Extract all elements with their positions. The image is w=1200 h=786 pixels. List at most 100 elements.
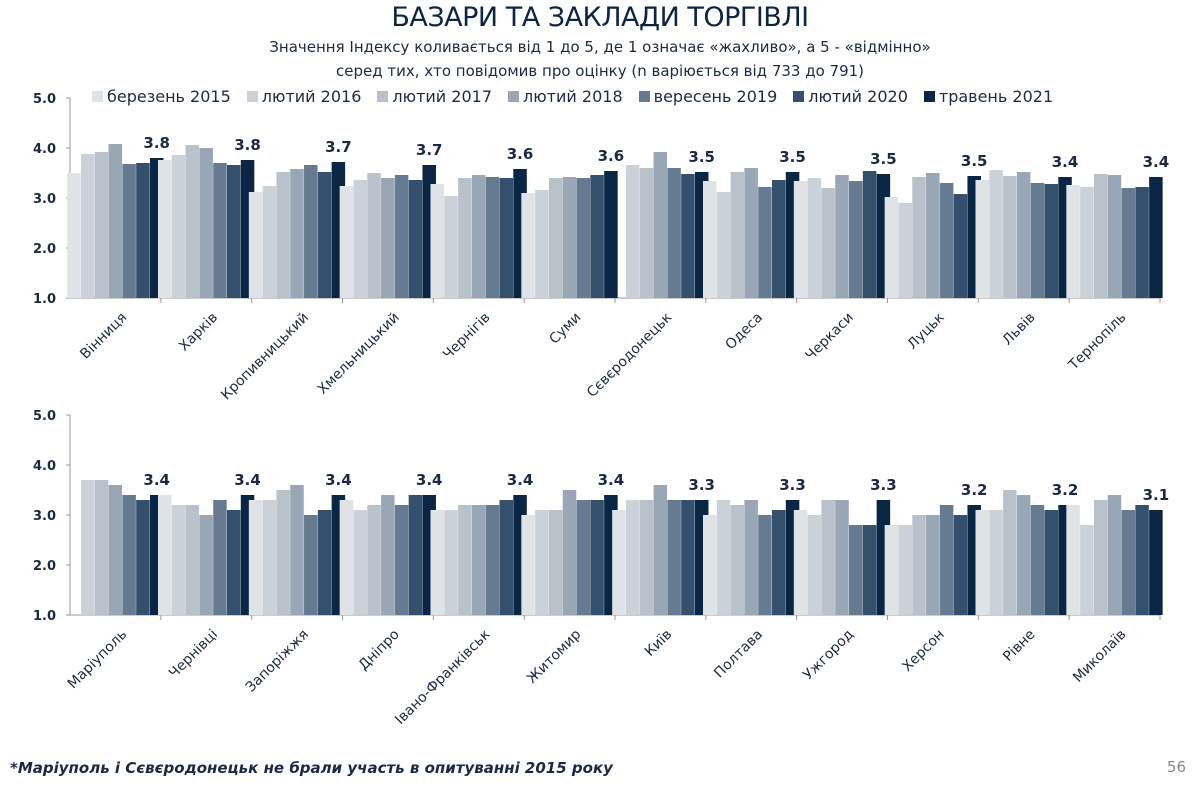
x-tick-label: Сєвєродонецьк: [584, 310, 675, 401]
bar: [1030, 505, 1045, 615]
bar: [535, 190, 549, 298]
bar: [639, 500, 654, 615]
x-tick-label: Львів: [1000, 310, 1039, 349]
bar: [171, 505, 186, 615]
subtitle-1: Значення Індексу коливається від 1 до 5,…: [269, 38, 931, 56]
bar: [1080, 187, 1094, 298]
bar: [367, 505, 381, 615]
bar: [807, 178, 822, 298]
bar: [317, 172, 332, 298]
bar: [471, 175, 486, 298]
bar: [185, 145, 200, 298]
bar: [1030, 183, 1045, 298]
x-tick-label: Харків: [176, 310, 221, 355]
bar: [248, 500, 263, 615]
bar: [758, 187, 772, 298]
bar: [381, 495, 395, 615]
bar: [1093, 500, 1108, 615]
bar: [898, 203, 912, 298]
bar: [625, 165, 640, 298]
bar: [94, 152, 109, 298]
data-label: 3.3: [688, 476, 715, 494]
bar: [772, 180, 786, 298]
data-label: 3.4: [416, 471, 443, 489]
data-label: 3.6: [507, 145, 534, 163]
bar: [1066, 505, 1080, 615]
bar: [758, 515, 772, 615]
legend-label: лютий 2018: [523, 87, 623, 106]
bar: [953, 194, 968, 298]
bar: [248, 192, 263, 298]
bar: [521, 193, 535, 298]
bar: [262, 500, 277, 615]
x-tick-label: Миколаїв: [1070, 627, 1129, 686]
legend-item: березень 2015: [92, 87, 231, 106]
bar: [444, 510, 458, 615]
bar: [1016, 172, 1031, 298]
legend-label: травень 2021: [938, 87, 1054, 106]
bar: [793, 181, 808, 298]
legend-label: лютий 2016: [261, 87, 362, 106]
data-label: 3.3: [870, 476, 897, 494]
bar: [849, 181, 863, 298]
bar: [590, 175, 604, 298]
bar: [171, 155, 186, 298]
bar: [430, 184, 444, 298]
legend-label: вересень 2019: [653, 87, 778, 106]
data-label: 3.4: [143, 471, 170, 489]
x-tick-label: Луцьк: [905, 310, 948, 353]
bar: [639, 168, 654, 298]
bar: [1121, 510, 1136, 615]
y-tick-label: 3.0: [33, 192, 56, 207]
bar: [458, 505, 472, 615]
y-tick-label: 2.0: [33, 242, 56, 257]
x-tick-label: Полтава: [711, 627, 766, 682]
bar: [953, 515, 968, 615]
data-label: 3.2: [1052, 481, 1079, 499]
data-label: 3.4: [1052, 153, 1079, 171]
bar: [926, 515, 940, 615]
bar: [1149, 510, 1163, 615]
bar: [744, 500, 758, 615]
bar: [339, 186, 354, 298]
bar: [339, 500, 354, 615]
bar: [408, 180, 423, 298]
data-label: 3.4: [507, 471, 534, 489]
bar: [471, 505, 486, 615]
x-tick-label: Хмельницький: [315, 310, 403, 398]
bar: [849, 525, 863, 615]
bar: [1044, 510, 1058, 615]
bar: [744, 168, 758, 298]
bar: [681, 174, 695, 298]
bar: [1135, 187, 1149, 298]
bar: [367, 173, 381, 298]
bar: [793, 510, 808, 615]
x-tick-label: Херсон: [899, 627, 947, 675]
x-tick-label: Одеса: [723, 310, 767, 354]
bar: [67, 173, 81, 298]
bar: [1107, 495, 1122, 615]
bar: [548, 510, 563, 615]
data-label: 3.4: [1143, 153, 1170, 171]
bar: [912, 515, 926, 615]
x-tick-label: Київ: [642, 627, 675, 660]
bar: [939, 505, 954, 615]
y-tick-label: 4.0: [33, 459, 56, 474]
bar: [667, 168, 681, 298]
bar: [485, 505, 500, 615]
legend-swatch: [638, 91, 650, 102]
bar: [703, 515, 717, 615]
y-tick-label: 1.0: [33, 609, 56, 624]
bar: [158, 160, 172, 298]
bar: [821, 500, 835, 615]
x-tick-label: Кропивницький: [218, 310, 312, 404]
bar: [108, 485, 123, 615]
bar: [939, 183, 954, 298]
x-tick-label: Ужгород: [800, 627, 857, 684]
bar: [262, 186, 277, 298]
bar: [989, 170, 1003, 298]
bar: [884, 525, 899, 615]
bar: [667, 500, 681, 615]
x-tick-label: Івано-Франківськ: [392, 627, 493, 728]
legend-item: вересень 2019: [638, 87, 778, 106]
